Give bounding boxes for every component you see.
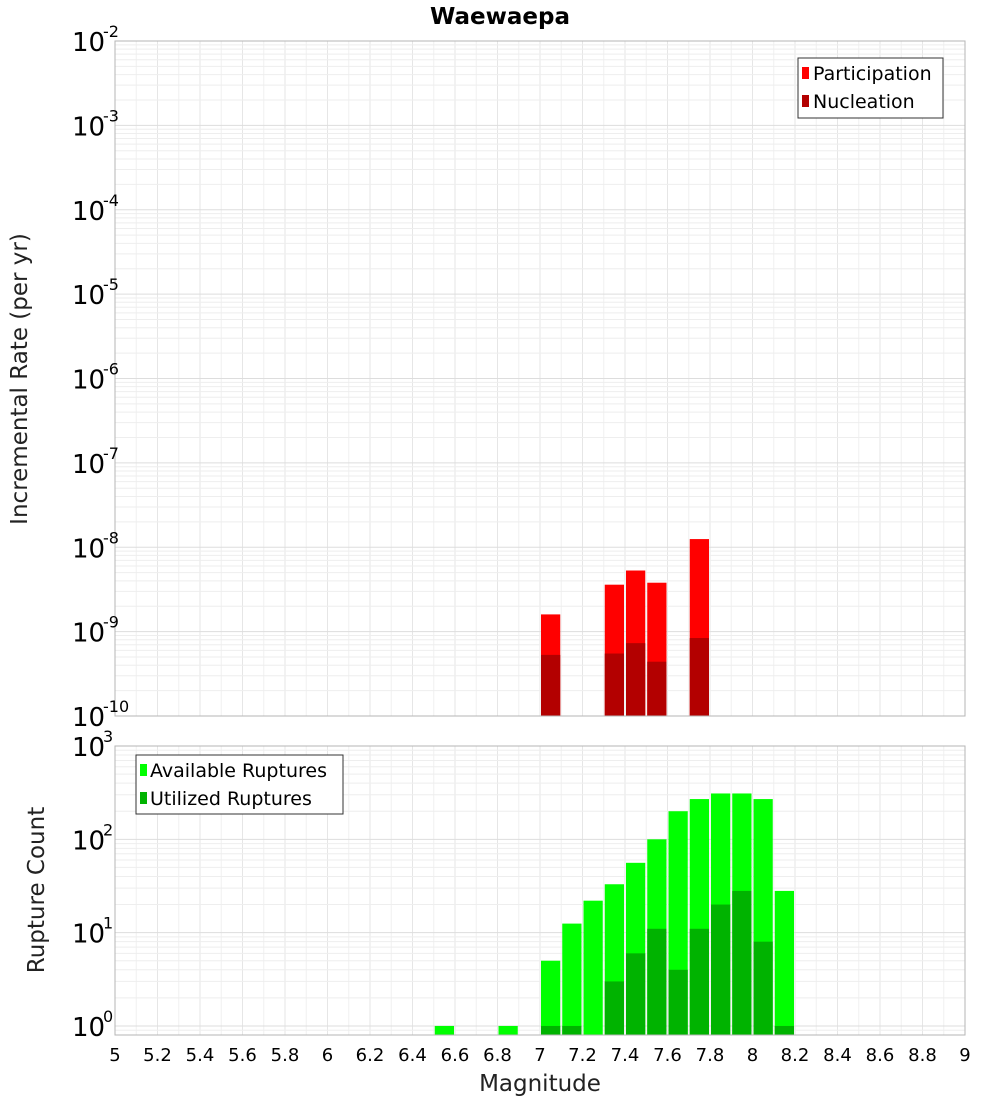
y-tick-label-base: 10 xyxy=(72,733,105,763)
y-tick-label-base: 10 xyxy=(72,920,105,950)
y-tick-label-base: 10 xyxy=(72,619,105,649)
bar-utilized-ruptures xyxy=(647,928,667,1035)
x-tick-label: 5.6 xyxy=(228,1045,257,1066)
x-tick-label: 5.2 xyxy=(143,1045,172,1066)
x-tick-label: 6.4 xyxy=(398,1045,427,1066)
bar-available-ruptures xyxy=(498,1025,518,1035)
x-tick-label: 8.8 xyxy=(908,1045,937,1066)
bar-nucleation xyxy=(604,653,624,716)
bar-available-ruptures xyxy=(434,1025,454,1035)
chart-title: Waewaepa xyxy=(430,4,570,30)
top-plot-frame xyxy=(114,40,966,717)
x-tick-label: 6.6 xyxy=(441,1045,470,1066)
x-tick-label: 7.6 xyxy=(653,1045,682,1066)
y-tick-label-exponent: -7 xyxy=(103,444,119,463)
bar-available-ruptures xyxy=(583,900,603,1035)
bar-utilized-ruptures xyxy=(541,1025,561,1035)
x-tick-label: 7.2 xyxy=(568,1045,597,1066)
y-tick-label-exponent: 2 xyxy=(103,820,113,839)
y-tick-label-exponent: 3 xyxy=(103,727,113,746)
top-grid xyxy=(114,41,966,717)
y-tick-label-base: 10 xyxy=(72,1013,105,1043)
y-tick-label-base: 10 xyxy=(72,28,105,58)
bar-utilized-ruptures xyxy=(711,904,731,1035)
x-tick-label: 6.8 xyxy=(483,1045,512,1066)
bottom-bars xyxy=(434,793,794,1035)
x-tick-label: 8.2 xyxy=(781,1045,810,1066)
top-legend: Participation Nucleation xyxy=(797,57,944,119)
bottom-y-axis-label: Rupture Count xyxy=(24,807,50,973)
bar-nucleation xyxy=(626,643,646,716)
bar-utilized-ruptures xyxy=(668,969,688,1035)
y-tick-label-exponent: -8 xyxy=(103,528,119,547)
bar-available-ruptures xyxy=(774,890,794,1035)
y-tick-label-exponent: -3 xyxy=(103,106,119,125)
legend-label-utilized-ruptures: Utilized Ruptures xyxy=(150,788,312,810)
bar-utilized-ruptures xyxy=(753,941,773,1035)
x-tick-label: 8 xyxy=(747,1045,758,1066)
legend-swatch-participation xyxy=(802,67,809,79)
top-legend-box xyxy=(797,57,944,119)
y-tick-label-base: 10 xyxy=(72,281,105,311)
y-tick-label-exponent: -4 xyxy=(103,191,119,210)
x-tick-label: 7 xyxy=(534,1045,545,1066)
x-tick-label: 6.2 xyxy=(356,1045,385,1066)
x-tick-label: 5.4 xyxy=(186,1045,215,1066)
x-axis-label: Magnitude xyxy=(479,1071,601,1097)
x-tick-label: 7.4 xyxy=(611,1045,640,1066)
legend-label-available-ruptures: Available Ruptures xyxy=(150,760,327,782)
top-bars xyxy=(541,539,709,716)
bottom-legend-box xyxy=(135,754,344,815)
y-tick-label-exponent: -6 xyxy=(103,360,119,379)
legend-label-participation: Participation xyxy=(813,63,932,85)
x-tick-label: 9 xyxy=(959,1045,970,1066)
top-y-axis-label: Incremental Rate (per yr) xyxy=(7,233,33,525)
y-tick-label-base: 10 xyxy=(72,450,105,480)
y-tick-label-base: 10 xyxy=(72,366,105,396)
bar-available-ruptures xyxy=(541,960,561,1035)
bar-utilized-ruptures xyxy=(626,953,646,1035)
y-tick-label-exponent: 1 xyxy=(103,914,113,933)
legend-swatch-utilized-ruptures xyxy=(140,792,147,804)
x-ticks: 5 5.2 5.4 5.6 5.8 6 6.2 6.4 6.6 6.8 7 7.2 7.4 7.6 7.8 8… xyxy=(109,1045,970,1066)
y-tick-label-base: 10 xyxy=(72,112,105,142)
y-tick-label-exponent: -2 xyxy=(103,22,119,41)
y-tick-label-exponent: -9 xyxy=(103,613,119,632)
legend-swatch-available-ruptures xyxy=(140,764,147,776)
y-tick-label-exponent: -5 xyxy=(103,275,119,294)
bar-available-ruptures xyxy=(562,923,582,1035)
y-tick-label-exponent: -10 xyxy=(103,697,129,716)
x-tick-label: 6 xyxy=(322,1045,333,1066)
x-tick-label: 5.8 xyxy=(271,1045,300,1066)
y-tick-label-base: 10 xyxy=(72,534,105,564)
y-tick-label-base: 10 xyxy=(72,826,105,856)
legend-label-nucleation: Nucleation xyxy=(813,91,915,113)
y-tick-label-exponent: 0 xyxy=(103,1007,113,1026)
bottom-legend: Available Ruptures Utilized Ruptures xyxy=(135,754,344,815)
y-tick-label-base: 10 xyxy=(72,197,105,227)
x-tick-label: 8.4 xyxy=(823,1045,852,1066)
bar-nucleation xyxy=(647,661,667,716)
x-tick-label: 8.6 xyxy=(866,1045,895,1066)
bar-utilized-ruptures xyxy=(732,890,752,1035)
bottom-plot-frame xyxy=(114,745,966,1036)
bar-utilized-ruptures xyxy=(604,981,624,1035)
y-tick-label-base: 10 xyxy=(72,703,105,733)
bar-utilized-ruptures xyxy=(562,1025,582,1035)
bar-utilized-ruptures xyxy=(689,928,709,1035)
bar-utilized-ruptures xyxy=(774,1025,794,1035)
x-tick-label: 5 xyxy=(109,1045,120,1066)
x-tick-label: 7.8 xyxy=(696,1045,725,1066)
bar-nucleation xyxy=(541,654,561,716)
bar-nucleation xyxy=(689,638,709,716)
legend-swatch-nucleation xyxy=(802,95,809,107)
